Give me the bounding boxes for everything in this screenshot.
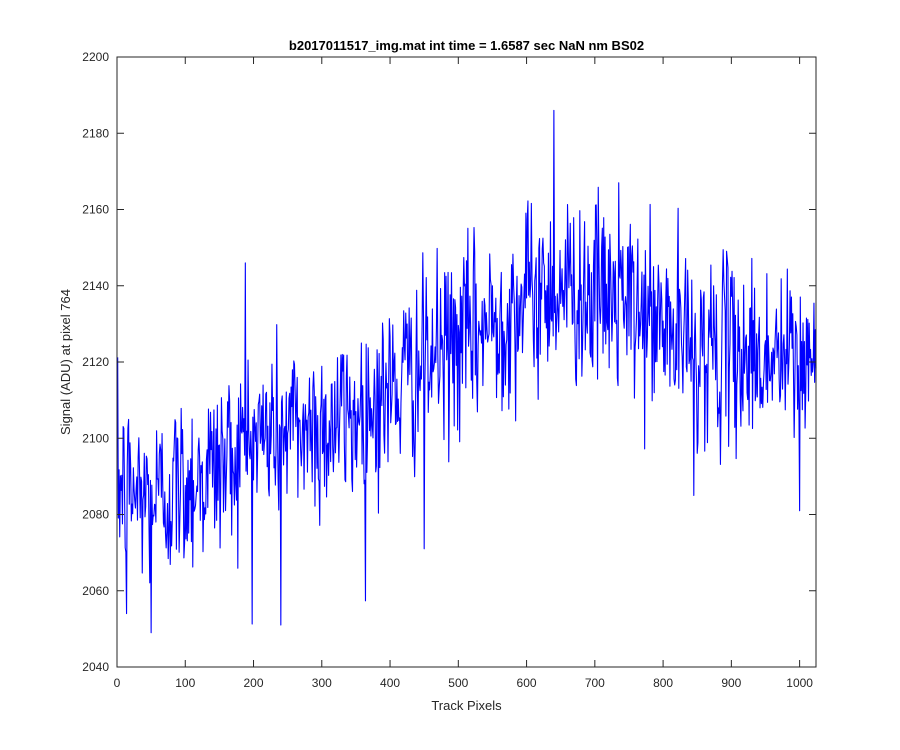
- y-tick-label: 2180: [82, 126, 109, 140]
- series-line: [117, 109, 817, 634]
- x-tick-label: 900: [721, 676, 741, 690]
- y-tick-label: 2080: [82, 508, 109, 522]
- x-tick-label: 700: [585, 676, 605, 690]
- y-tick-label: 2200: [82, 50, 109, 64]
- y-axis-label: Signal (ADU) at pixel 764: [58, 289, 73, 435]
- x-tick-label: 400: [380, 676, 400, 690]
- y-tick-label: 2140: [82, 279, 109, 293]
- y-tick-label: 2040: [82, 660, 109, 674]
- x-tick-label: 200: [244, 676, 264, 690]
- x-tick-label: 500: [448, 676, 468, 690]
- x-tick-label: 0: [114, 676, 121, 690]
- chart-title: b2017011517_img.mat int time = 1.6587 se…: [289, 38, 644, 53]
- series-layer: [117, 109, 817, 634]
- x-tick-label: 600: [517, 676, 537, 690]
- x-tick-label: 1000: [786, 676, 813, 690]
- y-tick-label: 2100: [82, 431, 109, 445]
- x-tick-label: 100: [175, 676, 195, 690]
- y-tick-label: 2160: [82, 203, 109, 217]
- x-tick-label: 300: [312, 676, 332, 690]
- ticks-layer: 0 100 200 300 400 500 600 700 800 900 1000 2040 2060…: [82, 50, 816, 690]
- x-axis-label: Track Pixels: [431, 698, 502, 713]
- y-tick-label: 2120: [82, 355, 109, 369]
- x-tick-label: 800: [653, 676, 673, 690]
- y-tick-label: 2060: [82, 584, 109, 598]
